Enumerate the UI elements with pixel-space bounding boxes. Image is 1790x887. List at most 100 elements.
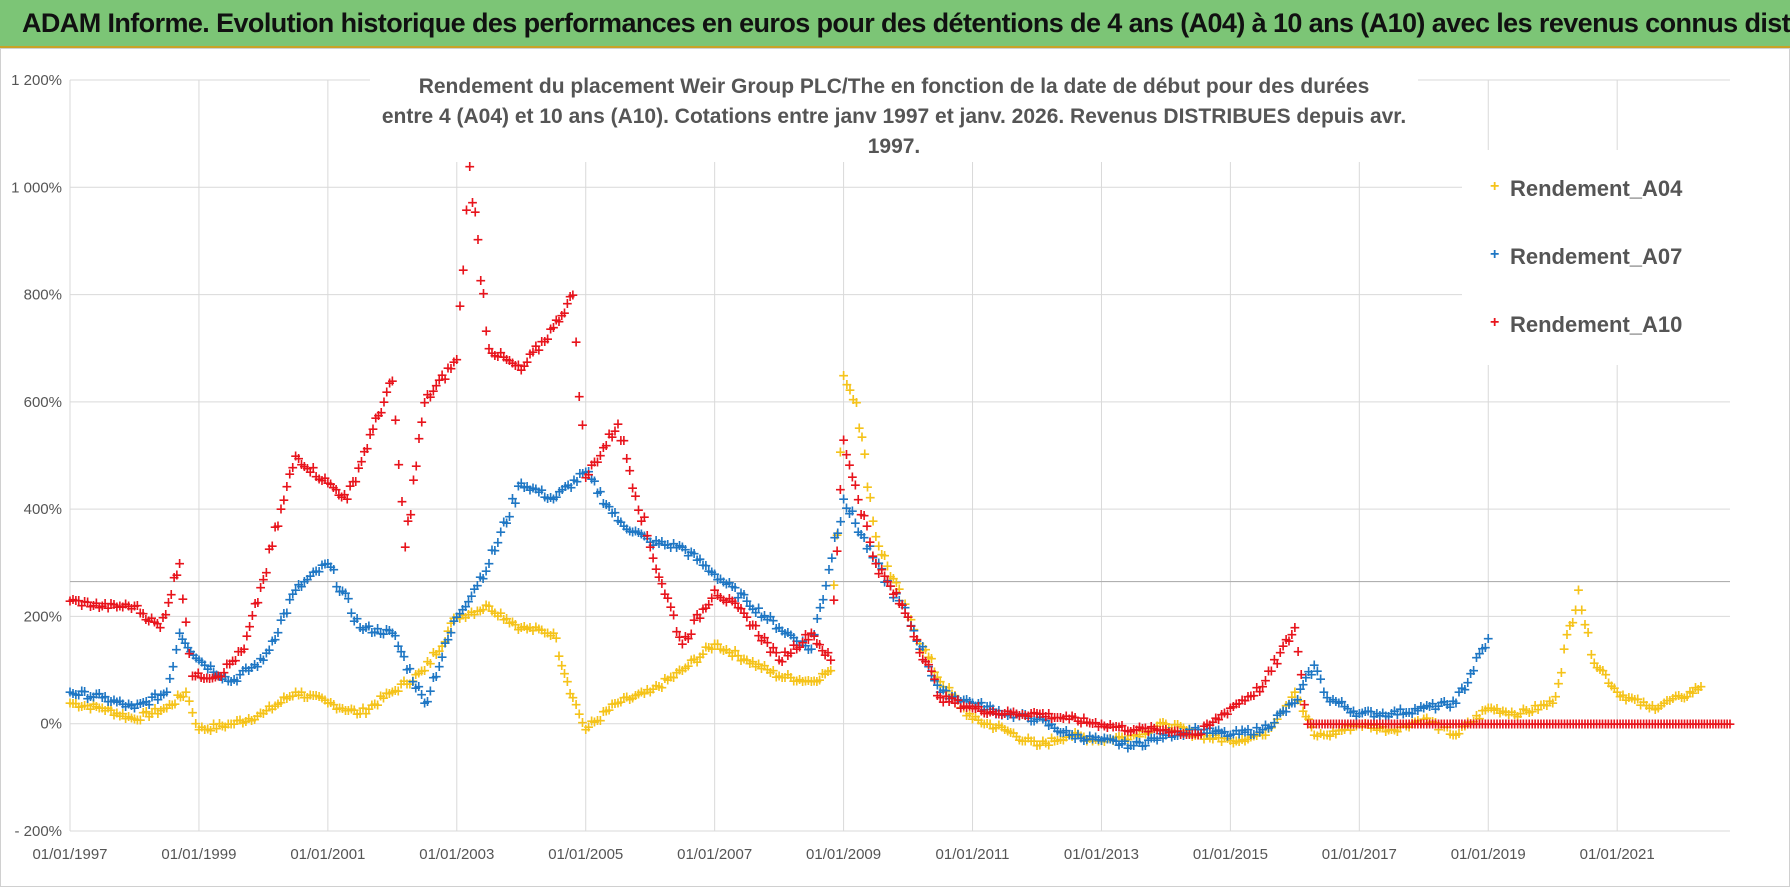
interpolated-point: + (93, 686, 105, 702)
interpolated-point: + (1219, 731, 1231, 747)
interpolated-point: + (782, 625, 794, 641)
interpolated-point: + (214, 669, 226, 685)
data-point: + (212, 668, 224, 684)
interpolated-point: + (1403, 705, 1415, 721)
data-point: + (709, 636, 721, 652)
interpolated-point: + (337, 701, 349, 717)
interpolated-point: + (171, 568, 183, 584)
data-point: + (1611, 685, 1623, 701)
interpolated-point: + (553, 484, 565, 500)
data-point: + (174, 556, 186, 572)
interpolated-point: + (1195, 726, 1207, 742)
interpolated-point: + (1201, 728, 1213, 744)
data-point: + (805, 642, 817, 658)
interpolated-point: + (592, 454, 604, 470)
interpolated-point: + (73, 699, 85, 715)
data-point: + (773, 620, 785, 636)
interpolated-point: + (1479, 640, 1491, 656)
interpolated-point: + (600, 438, 612, 454)
interpolated-point: + (595, 484, 607, 500)
interpolated-point: + (301, 572, 313, 588)
data-point: + (258, 652, 270, 668)
interpolated-point: + (76, 598, 88, 614)
interpolated-point: + (1142, 724, 1154, 740)
interpolated-point: + (1227, 726, 1239, 742)
interpolated-point: + (120, 597, 132, 613)
interpolated-point: + (307, 460, 319, 476)
interpolated-point: + (759, 658, 771, 674)
interpolated-point: + (190, 716, 202, 732)
interpolated-point: + (498, 350, 510, 366)
interpolated-point: + (1371, 722, 1383, 738)
interpolated-point: + (160, 607, 172, 623)
interpolated-point: + (570, 335, 582, 351)
interpolated-point: + (281, 605, 293, 621)
interpolated-point: + (457, 608, 469, 624)
interpolated-point: + (389, 628, 401, 644)
interpolated-point: + (1268, 715, 1280, 731)
interpolated-point: + (1186, 729, 1198, 745)
interpolated-point: + (137, 695, 149, 711)
data-point: + (322, 695, 334, 711)
interpolated-point: + (263, 542, 275, 558)
y-tick-label: 1 000% (11, 179, 62, 196)
data-point: + (870, 529, 882, 545)
interpolated-point: + (1213, 723, 1225, 739)
interpolated-point: + (1327, 723, 1339, 739)
series-Rendement_A10: ++++++++++++++++++++++++++++++++++++++++… (64, 159, 1736, 744)
interpolated-point: + (595, 448, 607, 464)
interpolated-point: + (776, 624, 788, 640)
interpolated-point: + (1236, 722, 1248, 738)
interpolated-point: + (1028, 714, 1040, 730)
interpolated-point: + (1005, 725, 1017, 741)
interpolated-point: + (313, 689, 325, 705)
interpolated-point: + (1271, 711, 1283, 727)
interpolated-point: + (1189, 720, 1201, 736)
interpolated-point: + (1207, 731, 1219, 747)
interpolated-point: + (1664, 693, 1676, 709)
interpolated-point: + (1022, 710, 1034, 726)
interpolated-point: + (1119, 733, 1131, 749)
interpolated-point: + (117, 600, 129, 616)
interpolated-point: + (756, 610, 768, 626)
interpolated-point: + (1178, 721, 1190, 737)
interpolated-point: + (1389, 703, 1401, 719)
data-point: + (322, 475, 334, 491)
interpolated-point: + (1415, 716, 1427, 732)
data-point: + (483, 599, 495, 615)
x-tick-label: 01/01/2001 (290, 846, 365, 863)
interpolated-point: + (1119, 723, 1131, 739)
interpolated-point: + (1295, 667, 1307, 683)
interpolated-point: + (732, 600, 744, 616)
interpolated-point: + (105, 694, 117, 710)
interpolated-point: + (873, 556, 885, 572)
interpolated-point: + (826, 551, 838, 567)
interpolated-point: + (180, 615, 192, 631)
interpolated-point: + (165, 587, 177, 603)
interpolated-point: + (978, 706, 990, 722)
interpolated-point: + (1046, 711, 1058, 727)
interpolated-point: + (890, 585, 902, 601)
interpolated-point: + (310, 688, 322, 704)
interpolated-point: + (99, 596, 111, 612)
interpolated-point: + (1213, 730, 1225, 746)
interpolated-point: + (378, 627, 390, 643)
interpolated-point: + (1286, 696, 1298, 712)
interpolated-point: + (847, 504, 859, 520)
interpolated-point: + (685, 652, 697, 668)
interpolated-point: + (1166, 725, 1178, 741)
interpolated-point: + (401, 662, 413, 678)
interpolated-point: + (307, 688, 319, 704)
interpolated-point: + (1201, 716, 1213, 732)
data-point: + (1418, 701, 1430, 717)
interpolated-point: + (862, 480, 874, 496)
interpolated-point: + (1436, 717, 1448, 733)
interpolated-point: + (208, 717, 220, 733)
interpolated-point: + (618, 518, 630, 534)
interpolated-point: + (559, 666, 571, 682)
series-Rendement_A07: ++++++++++++++++++++++++++++++++++++++++… (64, 464, 1494, 756)
interpolated-point: + (984, 704, 996, 720)
interpolated-point: + (814, 637, 826, 653)
interpolated-point: + (659, 537, 671, 553)
interpolated-point: + (521, 621, 533, 637)
